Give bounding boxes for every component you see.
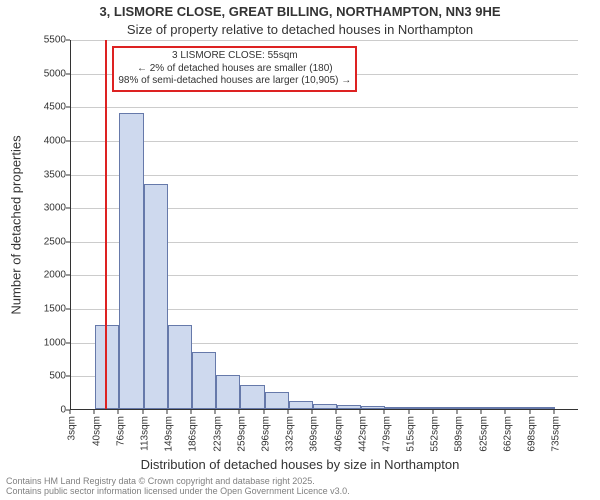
y-tick-mark xyxy=(66,107,70,108)
y-tick-label: 500 xyxy=(32,371,66,382)
x-tick-label: 735sqm xyxy=(551,416,562,452)
x-tick-label: 625sqm xyxy=(478,416,489,452)
histogram-bar xyxy=(506,407,530,409)
x-tick-label: 259sqm xyxy=(236,416,247,452)
y-axis-label: Number of detached properties xyxy=(9,46,24,225)
histogram-bar xyxy=(410,407,434,409)
gridline xyxy=(71,40,578,41)
histogram-bar xyxy=(144,184,168,409)
histogram-bar xyxy=(361,406,385,409)
histogram-bar xyxy=(337,405,361,409)
x-tick-mark xyxy=(142,410,143,414)
x-tick-mark xyxy=(215,410,216,414)
chart-title-line2: Size of property relative to detached ho… xyxy=(0,22,600,37)
y-tick-mark xyxy=(66,275,70,276)
x-tick-mark xyxy=(360,410,361,414)
x-axis-label: Distribution of detached houses by size … xyxy=(0,457,600,472)
x-tick-label: 113sqm xyxy=(139,416,150,451)
histogram-bar xyxy=(119,113,143,409)
plot-area xyxy=(70,40,578,410)
y-tick-label: 5500 xyxy=(32,35,66,46)
x-tick-label: 369sqm xyxy=(309,416,320,452)
callout-line2: ← 2% of detached houses are smaller (180… xyxy=(118,63,351,76)
x-tick-mark xyxy=(311,410,312,414)
x-tick-label: 479sqm xyxy=(381,416,392,452)
gridline xyxy=(71,141,578,142)
x-tick-label: 406sqm xyxy=(333,416,344,452)
y-tick-mark xyxy=(66,174,70,175)
y-tick-mark xyxy=(66,40,70,41)
histogram-bar xyxy=(265,392,289,409)
y-tick-mark xyxy=(66,208,70,209)
x-tick-mark xyxy=(457,410,458,414)
y-tick-label: 4000 xyxy=(32,135,66,146)
y-tick-label: 4500 xyxy=(32,102,66,113)
x-tick-label: 186sqm xyxy=(188,416,199,452)
histogram-bar xyxy=(168,325,192,409)
x-tick-mark xyxy=(408,410,409,414)
x-tick-mark xyxy=(70,410,71,414)
gridline xyxy=(71,175,578,176)
x-tick-label: 3sqm xyxy=(67,416,78,440)
y-tick-mark xyxy=(66,376,70,377)
x-tick-label: 589sqm xyxy=(454,416,465,452)
y-tick-label: 2000 xyxy=(32,270,66,281)
x-tick-mark xyxy=(166,410,167,414)
y-tick-label: 5000 xyxy=(32,68,66,79)
histogram-bar xyxy=(240,385,264,409)
y-tick-label: 3000 xyxy=(32,203,66,214)
y-tick-mark xyxy=(66,140,70,141)
x-tick-mark xyxy=(118,410,119,414)
y-tick-label: 1000 xyxy=(32,337,66,348)
gridline xyxy=(71,107,578,108)
x-tick-label: 698sqm xyxy=(527,416,538,452)
histogram-bar xyxy=(192,352,216,409)
x-tick-mark xyxy=(432,410,433,414)
property-callout: 3 LISMORE CLOSE: 55sqm← 2% of detached h… xyxy=(112,46,357,92)
histogram-bar xyxy=(531,407,555,409)
y-tick-label: 3500 xyxy=(32,169,66,180)
footer-line2: Contains public sector information licen… xyxy=(6,487,350,497)
y-tick-mark xyxy=(66,241,70,242)
x-tick-mark xyxy=(529,410,530,414)
callout-line1: 3 LISMORE CLOSE: 55sqm xyxy=(118,50,351,63)
y-tick-mark xyxy=(66,309,70,310)
property-marker-line xyxy=(105,40,107,409)
x-tick-label: 662sqm xyxy=(502,416,513,452)
x-tick-label: 552sqm xyxy=(430,416,441,452)
y-tick-mark xyxy=(66,342,70,343)
x-tick-label: 223sqm xyxy=(212,416,223,452)
x-tick-mark xyxy=(239,410,240,414)
y-tick-label: 1500 xyxy=(32,304,66,315)
x-tick-mark xyxy=(287,410,288,414)
histogram-bar xyxy=(458,407,482,409)
x-tick-label: 515sqm xyxy=(406,416,417,452)
x-tick-mark xyxy=(384,410,385,414)
x-tick-mark xyxy=(505,410,506,414)
x-tick-label: 296sqm xyxy=(260,416,271,452)
x-tick-label: 149sqm xyxy=(164,416,175,452)
histogram-bar xyxy=(482,407,506,409)
y-tick-label: 0 xyxy=(32,405,66,416)
callout-line3: 98% of semi-detached houses are larger (… xyxy=(118,75,351,88)
histogram-bar xyxy=(313,404,337,409)
x-tick-mark xyxy=(553,410,554,414)
x-tick-mark xyxy=(263,410,264,414)
x-tick-label: 332sqm xyxy=(285,416,296,452)
chart-title-line1: 3, LISMORE CLOSE, GREAT BILLING, NORTHAM… xyxy=(0,4,600,19)
histogram-bar xyxy=(289,401,313,409)
x-tick-mark xyxy=(190,410,191,414)
x-tick-mark xyxy=(94,410,95,414)
x-tick-mark xyxy=(336,410,337,414)
x-tick-label: 40sqm xyxy=(91,416,102,446)
x-tick-label: 76sqm xyxy=(115,416,126,446)
y-tick-mark xyxy=(66,73,70,74)
histogram-bar xyxy=(216,375,240,409)
x-tick-label: 442sqm xyxy=(357,416,368,452)
histogram-bar xyxy=(434,407,458,409)
histogram-bar xyxy=(385,407,409,409)
x-tick-mark xyxy=(481,410,482,414)
y-tick-label: 2500 xyxy=(32,236,66,247)
footer-attribution: Contains HM Land Registry data © Crown c… xyxy=(6,477,350,497)
